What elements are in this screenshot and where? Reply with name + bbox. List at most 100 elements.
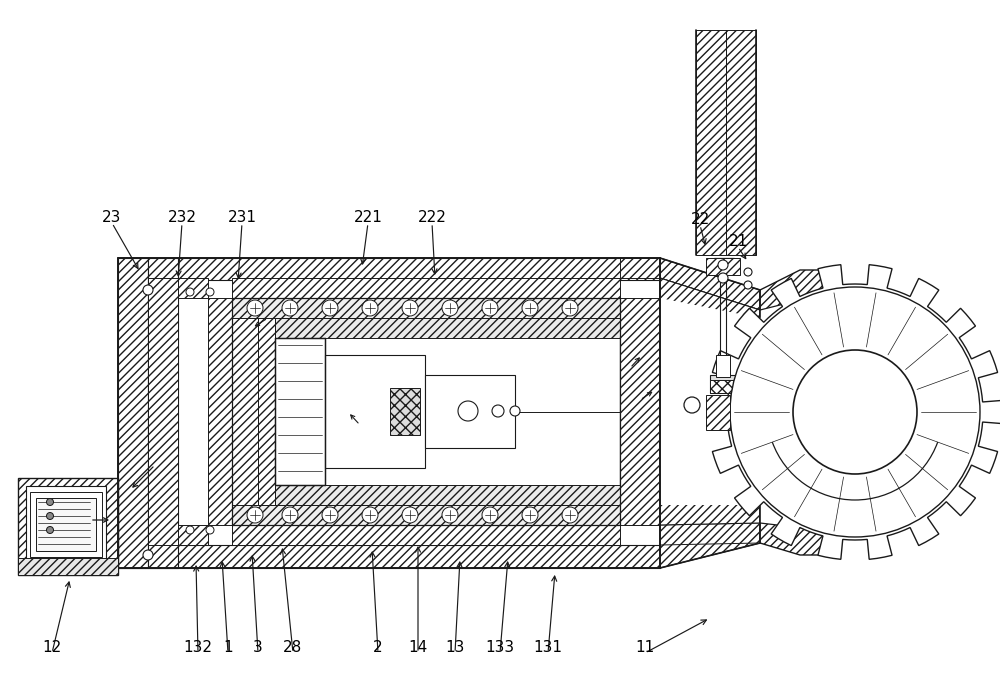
Circle shape: [186, 288, 194, 296]
Circle shape: [247, 300, 263, 316]
Circle shape: [46, 498, 54, 505]
Circle shape: [186, 526, 194, 534]
Polygon shape: [178, 525, 208, 545]
Circle shape: [522, 507, 538, 523]
Polygon shape: [118, 545, 660, 568]
Circle shape: [492, 405, 504, 417]
Text: 131: 131: [534, 641, 562, 655]
Text: 132: 132: [184, 641, 212, 655]
Text: 2: 2: [373, 641, 383, 655]
Circle shape: [46, 512, 54, 519]
Bar: [275, 318, 620, 505]
Circle shape: [522, 300, 538, 316]
Polygon shape: [660, 523, 760, 568]
Circle shape: [206, 526, 214, 534]
Polygon shape: [760, 305, 815, 520]
Circle shape: [206, 288, 214, 296]
Bar: [36, 498, 96, 551]
Polygon shape: [178, 278, 208, 298]
Bar: [697, 30, 726, 255]
Text: 1: 1: [223, 641, 233, 655]
Circle shape: [744, 268, 752, 276]
Polygon shape: [275, 485, 620, 505]
Polygon shape: [390, 388, 420, 435]
Circle shape: [362, 300, 378, 316]
Polygon shape: [620, 258, 660, 278]
Polygon shape: [660, 523, 760, 545]
Polygon shape: [726, 30, 756, 255]
Polygon shape: [232, 505, 620, 525]
Circle shape: [282, 300, 298, 316]
Polygon shape: [118, 258, 660, 280]
Bar: [232, 298, 620, 525]
Text: 13: 13: [445, 641, 465, 655]
Circle shape: [562, 507, 578, 523]
Text: 12: 12: [42, 641, 62, 655]
Polygon shape: [660, 258, 760, 310]
Circle shape: [510, 406, 520, 416]
Polygon shape: [696, 30, 726, 255]
Bar: [716, 355, 730, 377]
Text: 232: 232: [168, 211, 196, 225]
Circle shape: [143, 550, 153, 560]
Bar: [30, 492, 102, 557]
Circle shape: [482, 507, 498, 523]
Polygon shape: [258, 318, 275, 505]
Polygon shape: [208, 298, 232, 525]
Polygon shape: [178, 258, 660, 278]
Circle shape: [442, 300, 458, 316]
Polygon shape: [118, 258, 148, 568]
Polygon shape: [660, 278, 760, 310]
Text: 11: 11: [635, 641, 655, 655]
Circle shape: [402, 507, 418, 523]
Polygon shape: [18, 558, 118, 575]
Text: 23: 23: [102, 211, 122, 225]
Circle shape: [744, 281, 752, 289]
Polygon shape: [620, 298, 660, 525]
Polygon shape: [710, 380, 736, 393]
Polygon shape: [760, 295, 820, 530]
Circle shape: [684, 397, 700, 413]
Circle shape: [793, 350, 917, 474]
Polygon shape: [706, 395, 730, 430]
Circle shape: [442, 507, 458, 523]
Circle shape: [322, 300, 338, 316]
Bar: [26, 486, 106, 563]
Bar: [425, 375, 515, 448]
Circle shape: [562, 300, 578, 316]
Circle shape: [482, 300, 498, 316]
Text: 221: 221: [354, 211, 382, 225]
Polygon shape: [232, 318, 258, 505]
Circle shape: [718, 273, 728, 283]
Circle shape: [458, 401, 478, 421]
Circle shape: [322, 507, 338, 523]
Polygon shape: [707, 265, 1000, 559]
Circle shape: [362, 507, 378, 523]
Text: 28: 28: [283, 641, 303, 655]
Bar: [710, 375, 736, 393]
Bar: [275, 338, 325, 485]
Circle shape: [730, 287, 980, 537]
Circle shape: [143, 285, 153, 295]
Polygon shape: [660, 298, 760, 505]
Text: 133: 133: [485, 641, 515, 655]
Circle shape: [402, 300, 418, 316]
Circle shape: [282, 507, 298, 523]
Text: 231: 231: [228, 211, 256, 225]
Polygon shape: [232, 298, 620, 318]
Polygon shape: [232, 525, 620, 545]
Circle shape: [46, 527, 54, 534]
Circle shape: [718, 260, 728, 270]
Text: 222: 222: [418, 211, 446, 225]
Text: 14: 14: [408, 641, 428, 655]
Bar: [325, 355, 425, 468]
Polygon shape: [148, 278, 178, 545]
Polygon shape: [232, 278, 620, 298]
Circle shape: [247, 507, 263, 523]
Polygon shape: [660, 278, 760, 525]
Text: 21: 21: [728, 234, 748, 250]
Polygon shape: [706, 258, 740, 275]
Text: 22: 22: [690, 213, 710, 227]
Polygon shape: [760, 270, 840, 555]
Polygon shape: [18, 478, 118, 575]
